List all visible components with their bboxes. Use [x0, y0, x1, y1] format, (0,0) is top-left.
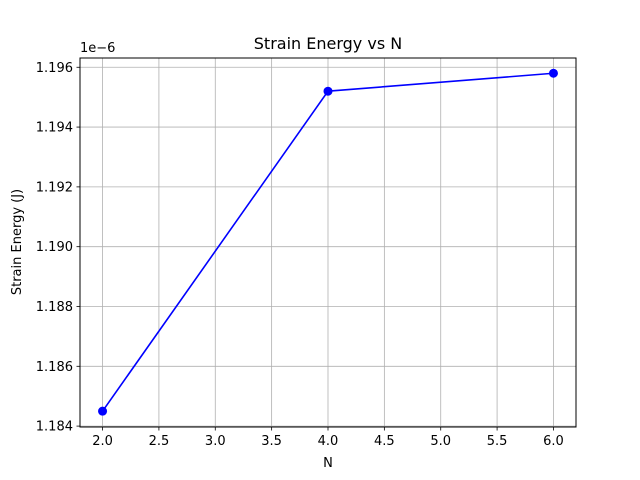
y-tick-label: 1.188 [36, 300, 73, 315]
series-layer [98, 68, 558, 416]
y-offset-label: 1e−6 [80, 41, 115, 56]
data-point [98, 406, 108, 416]
x-tick-label: 5.0 [430, 434, 451, 449]
x-tick-label: 6.0 [543, 434, 564, 449]
data-point [548, 68, 558, 78]
x-tick-label: 5.5 [487, 434, 508, 449]
y-axis-ticks: 1.184 1.186 1.188 1.190 1.192 1.194 1.196 [36, 61, 80, 435]
x-tick-label: 2.5 [149, 434, 170, 449]
y-tick-label: 1.192 [36, 180, 73, 195]
y-tick-label: 1.196 [36, 61, 73, 76]
grid [80, 58, 576, 427]
y-tick-label: 1.184 [36, 420, 73, 435]
x-tick-label: 4.0 [318, 434, 339, 449]
y-axis-label: Strain Energy (J) [10, 189, 25, 295]
x-tick-label: 3.0 [205, 434, 226, 449]
y-tick-label: 1.194 [36, 121, 73, 136]
x-axis-label: N [323, 456, 333, 471]
data-point [323, 86, 333, 96]
y-tick-label: 1.190 [36, 240, 73, 255]
x-axis-ticks: 2.0 2.5 3.0 3.5 4.0 4.5 5.0 5.5 6.0 [92, 427, 564, 449]
x-tick-label: 4.5 [374, 434, 395, 449]
y-tick-label: 1.186 [36, 360, 73, 375]
x-tick-label: 2.0 [92, 434, 113, 449]
x-tick-label: 3.5 [261, 434, 282, 449]
chart-title: Strain Energy vs N [254, 34, 402, 53]
